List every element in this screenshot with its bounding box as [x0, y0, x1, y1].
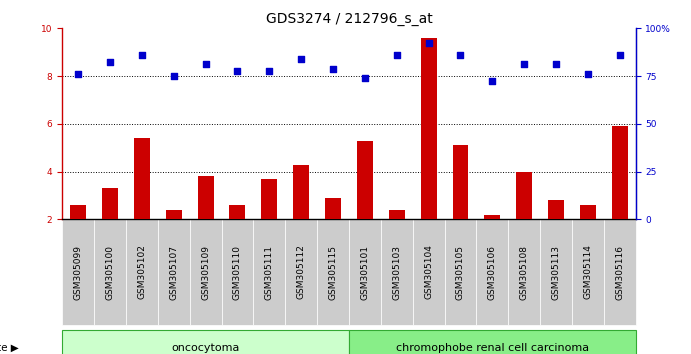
- Bar: [548, 200, 564, 219]
- Text: GSM305114: GSM305114: [583, 245, 592, 299]
- Point: [359, 76, 370, 81]
- Text: GSM305108: GSM305108: [520, 245, 529, 299]
- Text: GSM305099: GSM305099: [74, 245, 83, 299]
- Bar: [516, 172, 532, 219]
- Text: oncocytoma: oncocytoma: [171, 343, 240, 353]
- Point: [264, 69, 275, 74]
- Bar: [580, 205, 596, 219]
- Text: GSM305100: GSM305100: [106, 245, 115, 299]
- Point: [423, 40, 434, 45]
- Bar: [389, 210, 405, 219]
- Text: disease state ▶: disease state ▶: [0, 343, 19, 353]
- Bar: [509, 219, 540, 325]
- Bar: [484, 215, 500, 219]
- Bar: [476, 219, 509, 325]
- Point: [136, 52, 147, 57]
- Text: GSM305116: GSM305116: [615, 245, 624, 299]
- Text: GSM305107: GSM305107: [169, 245, 178, 299]
- Point: [232, 69, 243, 74]
- Point: [455, 52, 466, 57]
- Bar: [166, 210, 182, 219]
- Point: [200, 61, 211, 67]
- Bar: [604, 219, 636, 325]
- Bar: [349, 330, 636, 354]
- Text: GSM305109: GSM305109: [201, 245, 210, 299]
- Text: GSM305102: GSM305102: [138, 245, 146, 299]
- Point: [168, 73, 179, 79]
- Bar: [381, 219, 413, 325]
- Text: GSM305105: GSM305105: [456, 245, 465, 299]
- Point: [551, 61, 562, 67]
- Text: GSM305111: GSM305111: [265, 245, 274, 299]
- Text: GSM305103: GSM305103: [392, 245, 401, 299]
- Point: [519, 61, 530, 67]
- Bar: [349, 219, 381, 325]
- Bar: [94, 219, 126, 325]
- Bar: [413, 219, 444, 325]
- Text: GSM305104: GSM305104: [424, 245, 433, 299]
- Point: [391, 52, 402, 57]
- Bar: [189, 219, 222, 325]
- Text: GSM305113: GSM305113: [551, 245, 560, 299]
- Bar: [285, 219, 317, 325]
- Text: GSM305115: GSM305115: [328, 245, 337, 299]
- Bar: [62, 219, 94, 325]
- Bar: [612, 126, 627, 219]
- Bar: [261, 179, 277, 219]
- Bar: [453, 145, 468, 219]
- Bar: [317, 219, 349, 325]
- Text: GSM305101: GSM305101: [361, 245, 370, 299]
- Bar: [254, 219, 285, 325]
- Point: [104, 59, 115, 65]
- Bar: [158, 219, 189, 325]
- Bar: [421, 38, 437, 219]
- Bar: [134, 138, 150, 219]
- Bar: [70, 205, 86, 219]
- Point: [614, 52, 625, 57]
- Bar: [126, 219, 158, 325]
- Bar: [222, 219, 254, 325]
- Text: chromophobe renal cell carcinoma: chromophobe renal cell carcinoma: [396, 343, 589, 353]
- Point: [296, 57, 307, 62]
- Bar: [357, 141, 373, 219]
- Bar: [62, 330, 349, 354]
- Bar: [293, 165, 309, 219]
- Bar: [444, 219, 476, 325]
- Point: [583, 71, 594, 76]
- Bar: [572, 219, 604, 325]
- Bar: [325, 198, 341, 219]
- Point: [73, 71, 84, 76]
- Text: GSM305112: GSM305112: [296, 245, 305, 299]
- Text: GSM305106: GSM305106: [488, 245, 497, 299]
- Text: GSM305110: GSM305110: [233, 245, 242, 299]
- Bar: [198, 176, 214, 219]
- Point: [486, 78, 498, 84]
- Bar: [540, 219, 572, 325]
- Title: GDS3274 / 212796_s_at: GDS3274 / 212796_s_at: [265, 12, 433, 26]
- Bar: [229, 205, 245, 219]
- Bar: [102, 188, 118, 219]
- Point: [328, 66, 339, 72]
